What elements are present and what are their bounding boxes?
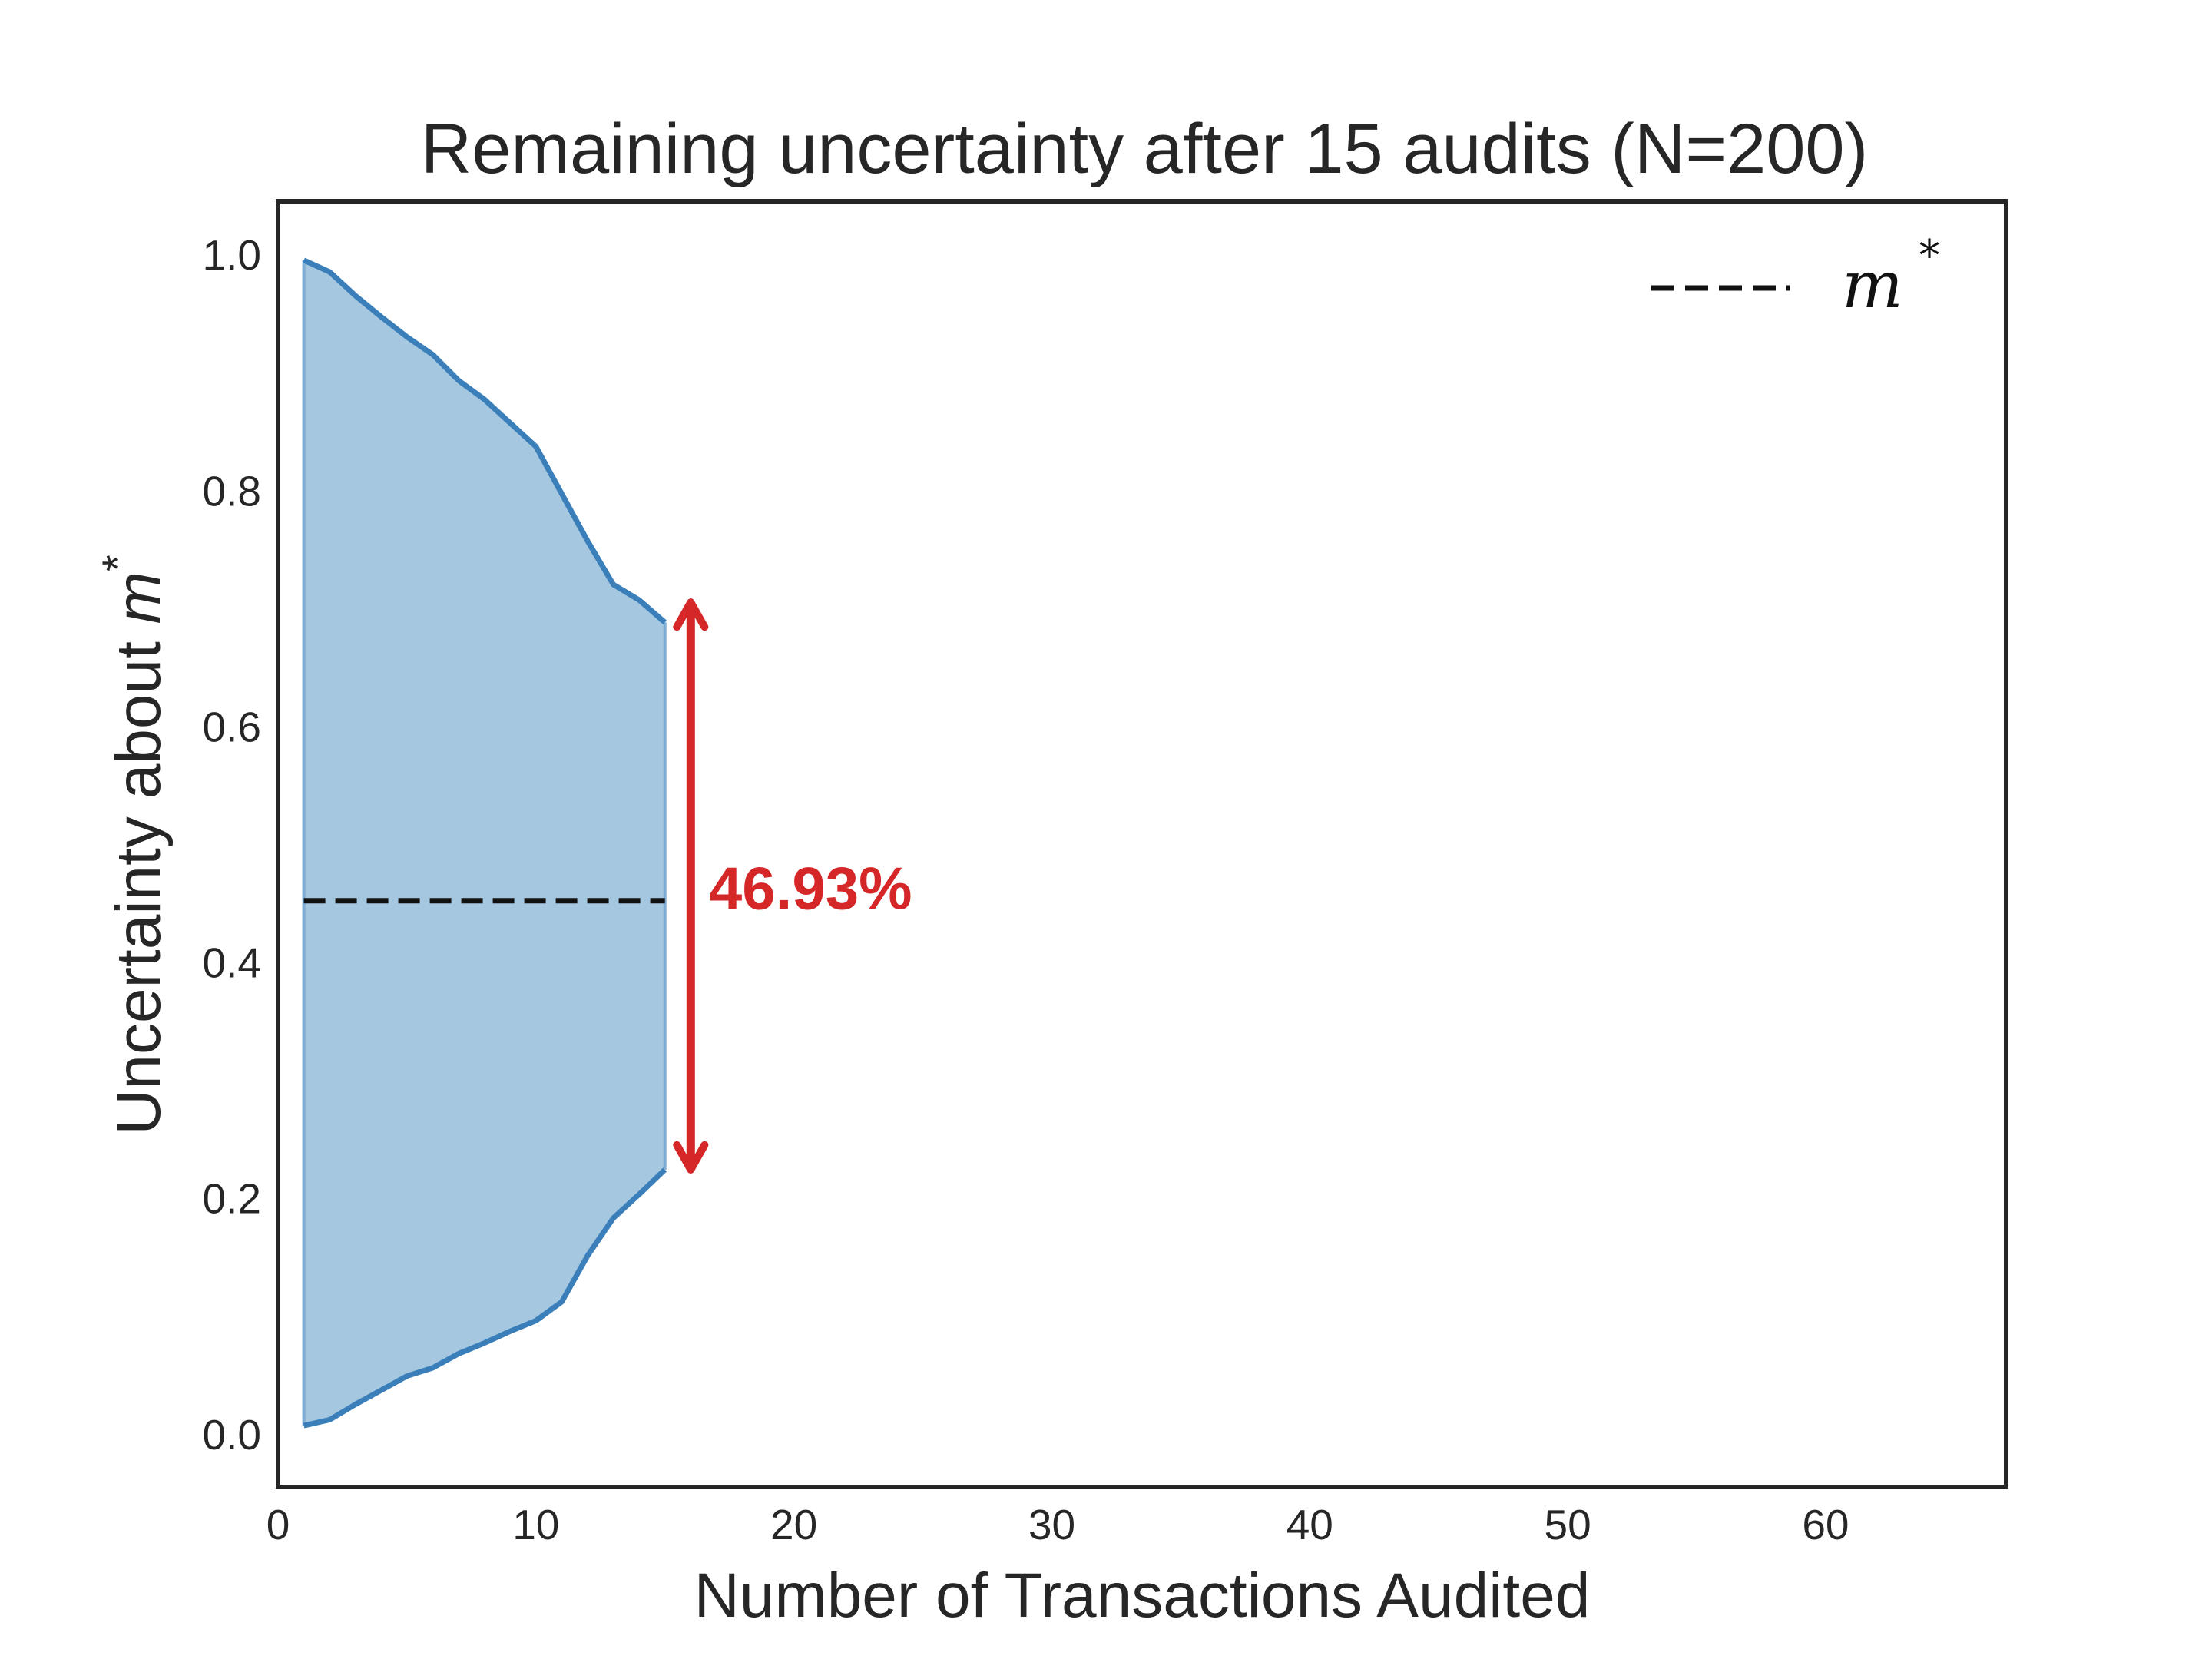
axes-frame <box>276 199 2008 1489</box>
y-axis-label-variable: m <box>104 571 174 624</box>
x-tick-label: 60 <box>1802 1501 1849 1548</box>
x-tick-label: 40 <box>1286 1501 1333 1548</box>
y-axis-label-text: Uncertainty about m* <box>93 555 174 1135</box>
y-tick-label: 0.8 <box>203 467 261 515</box>
legend-label-star: * <box>1919 231 1940 281</box>
y-axis-label: Uncertainty about m* <box>93 555 174 1135</box>
annotation-arrow-head-top <box>673 598 709 631</box>
chart-title: Remaining uncertainty after 15 audits (N… <box>421 110 1868 188</box>
y-axis-label-superscript: * <box>93 555 141 571</box>
legend: m * <box>1651 231 1940 323</box>
band-upper-line <box>303 257 667 624</box>
x-tick-label: 0 <box>267 1501 290 1548</box>
annotation-arrow-head-bottom <box>673 1141 709 1174</box>
band-lower-line <box>303 1167 667 1429</box>
y-axis-label-main: Uncertainty about <box>104 624 174 1135</box>
legend-label-m: m <box>1842 247 1903 323</box>
y-tick-label: 1.0 <box>203 231 261 279</box>
x-tick-label: 50 <box>1545 1501 1591 1548</box>
y-tick-label: 0.6 <box>203 703 261 750</box>
x-tick-label: 20 <box>770 1501 817 1548</box>
x-tick-label: 10 <box>512 1501 559 1548</box>
y-tick-label: 0.4 <box>203 939 261 987</box>
y-tick-label: 0.2 <box>203 1175 261 1223</box>
y-axis-ticks: 0.0 0.2 0.4 0.6 0.8 1.0 <box>203 231 261 1459</box>
uncertainty-band-fill <box>303 260 665 1426</box>
x-axis-label: Number of Transactions Audited <box>694 1561 1591 1631</box>
annotation-label: 46.93% <box>709 854 912 922</box>
x-axis-ticks: 0 10 20 30 40 50 60 <box>267 1501 1849 1548</box>
plot-area: 46.93% <box>302 257 912 1429</box>
y-tick-label: 0.0 <box>203 1411 261 1459</box>
x-tick-label: 30 <box>1028 1501 1075 1548</box>
